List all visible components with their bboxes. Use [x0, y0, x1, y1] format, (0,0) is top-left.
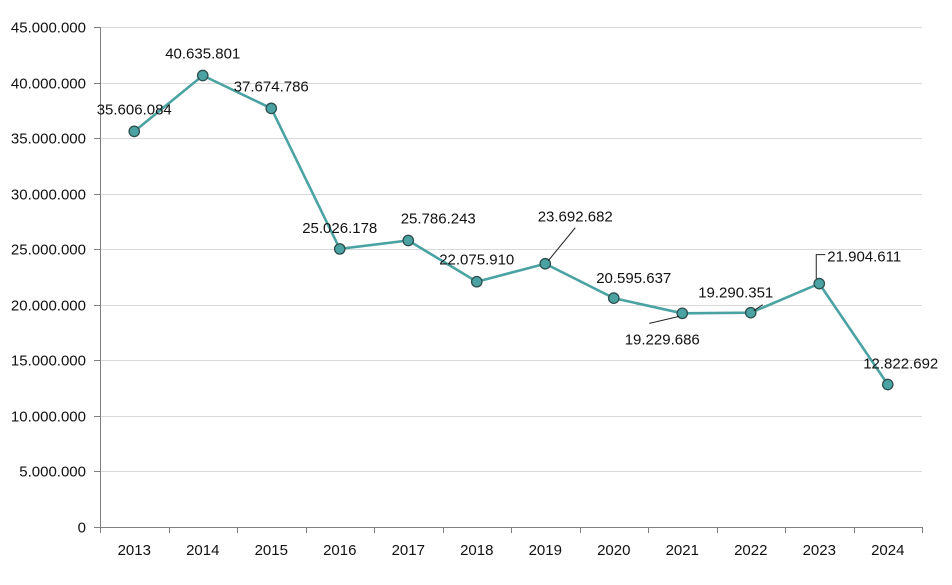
data-point [196, 69, 209, 82]
y-tick-labels: 0 5.000.000 10.000.000 15.000.000 20.000.000… [11, 20, 86, 537]
data-label: 12.822.692 [863, 356, 938, 373]
leader-line [815, 254, 826, 279]
data-point [265, 102, 278, 115]
x-tick-label: 2016 [323, 542, 356, 559]
data-point [402, 234, 415, 247]
x-tick-label: 2019 [529, 542, 562, 559]
data-point [744, 306, 757, 319]
series-line [133, 73, 889, 386]
leader-lines [547, 227, 826, 324]
y-tick-label: 40.000.000 [11, 76, 86, 93]
leader-line [547, 227, 576, 262]
y-tick-label: 25.000.000 [11, 242, 86, 259]
y-tick-label: 45.000.000 [11, 20, 86, 37]
data-point [470, 275, 483, 288]
data-label: 35.606.084 [97, 101, 172, 118]
data-label: 19.290.351 [698, 285, 773, 302]
x-tick-label: 2013 [118, 542, 151, 559]
data-label: 40.635.801 [165, 45, 240, 62]
axes [94, 27, 923, 533]
data-point [881, 378, 894, 391]
y-tick-label: 0 [78, 520, 86, 537]
y-tick-label: 5.000.000 [19, 464, 86, 481]
data-point [539, 257, 552, 270]
x-tick-labels: 2013 2014 2015 2016 2017 2018 2019 2020 2021 2022… [118, 542, 905, 559]
x-tick-label: 2024 [871, 542, 904, 559]
data-point [607, 292, 620, 305]
y-tick-label: 10.000.000 [11, 409, 86, 426]
x-tick-label: 2015 [255, 542, 288, 559]
data-label: 37.674.786 [234, 78, 309, 95]
gridlines [100, 27, 922, 472]
data-label: 19.229.686 [625, 331, 700, 348]
leader-line [649, 315, 680, 324]
x-tick-label: 2018 [460, 542, 493, 559]
x-tick-label: 2021 [666, 542, 699, 559]
x-tick-label: 2017 [392, 542, 425, 559]
series-value [128, 69, 894, 391]
data-point [813, 277, 826, 290]
x-tick-label: 2023 [803, 542, 836, 559]
x-tick-label: 2014 [186, 542, 219, 559]
data-label: 21.904.611 [827, 249, 901, 266]
data-point [333, 243, 346, 255]
data-label: 20.595.637 [596, 270, 671, 287]
y-tick-label: 35.000.000 [11, 131, 86, 148]
data-label: 23.692.682 [538, 209, 613, 226]
y-tick-label: 20.000.000 [11, 298, 86, 315]
data-label: 25.786.243 [401, 210, 476, 227]
data-point [128, 125, 141, 138]
x-tick-label: 2020 [597, 542, 630, 559]
y-tick-label: 30.000.000 [11, 187, 86, 204]
data-point [676, 307, 689, 320]
data-label: 22.075.910 [439, 252, 514, 269]
data-labels: 35.606.084 40.635.801 37.674.786 25.026.178… [97, 45, 939, 372]
leader-line [753, 304, 764, 312]
data-label: 25.026.178 [302, 220, 377, 237]
y-tick-label: 15.000.000 [11, 353, 86, 370]
x-tick-label: 2022 [734, 542, 767, 559]
